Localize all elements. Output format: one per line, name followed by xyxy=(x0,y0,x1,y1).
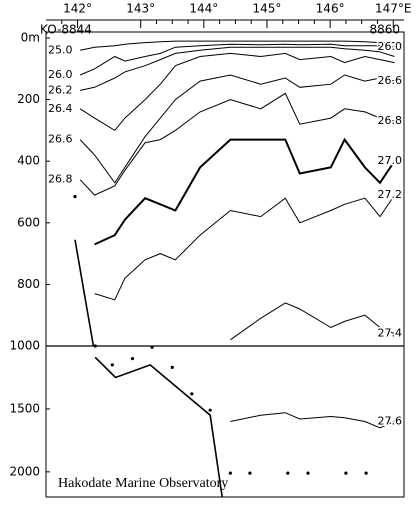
sample-point xyxy=(130,356,135,361)
y-tick-label: 1500 xyxy=(9,401,40,415)
sample-point xyxy=(286,471,290,475)
contour-line xyxy=(94,137,396,246)
sample-point xyxy=(344,471,348,475)
contour-label: 26.6 xyxy=(378,74,403,87)
bottom-topography xyxy=(74,239,95,347)
plot-frame xyxy=(45,31,405,498)
x-tick-label: 147°E xyxy=(375,2,412,16)
contour-label: 27.6 xyxy=(378,415,403,428)
sample-point xyxy=(364,471,368,475)
sample-point xyxy=(110,363,114,367)
contour-label: 26.6 xyxy=(48,133,73,146)
sample-point xyxy=(150,345,154,349)
sample-point xyxy=(208,408,212,412)
y-tick-label: 0m xyxy=(21,31,40,45)
x-tick-label: 144° xyxy=(189,2,218,16)
contour-label: 27.2 xyxy=(378,188,403,201)
station-id: KO-8844 xyxy=(40,23,92,37)
y-tick-label: 400 xyxy=(17,154,40,168)
sample-point xyxy=(228,471,232,475)
y-tick-label: 2000 xyxy=(9,464,40,478)
contour-line xyxy=(94,194,395,301)
y-tick-label: 800 xyxy=(17,277,40,291)
chart-title: Hakodate Marine Observatory xyxy=(58,476,228,491)
contour-line xyxy=(79,46,395,91)
contour-line xyxy=(79,43,395,76)
sample-point xyxy=(170,365,174,369)
y-tick-label: 200 xyxy=(17,92,40,106)
sample-point xyxy=(73,195,77,199)
contour-line xyxy=(79,92,395,196)
station-id: 8860 xyxy=(369,23,400,37)
y-tick-label: 1000 xyxy=(9,339,40,353)
x-tick-label: 145° xyxy=(253,2,282,16)
contour-label: 26.2 xyxy=(48,83,73,96)
y-tick-label: 600 xyxy=(17,215,40,229)
contour-line xyxy=(230,302,395,341)
contour-label: 26.8 xyxy=(48,173,73,186)
x-tick-label: 142° xyxy=(63,2,92,16)
contour-label: 26.0 xyxy=(378,40,403,53)
contour-label: 26.0 xyxy=(48,68,73,81)
contour-line xyxy=(79,52,395,132)
contour-label: 27.0 xyxy=(378,154,403,167)
contour-label: 26.8 xyxy=(378,114,403,127)
sample-point xyxy=(306,471,310,475)
sample-point xyxy=(190,392,194,396)
contour-line xyxy=(230,412,395,429)
x-tick-label: 146° xyxy=(316,2,345,16)
contour-label: 27.4 xyxy=(378,327,403,340)
sample-point xyxy=(93,344,97,348)
contour-label: 25.0 xyxy=(48,43,73,56)
contour-line xyxy=(79,40,395,51)
contour-label: 26.4 xyxy=(48,102,73,115)
bottom-topography xyxy=(94,356,223,498)
sample-point xyxy=(248,471,252,475)
x-tick-label: 143° xyxy=(126,2,155,16)
contour-line xyxy=(79,74,395,184)
